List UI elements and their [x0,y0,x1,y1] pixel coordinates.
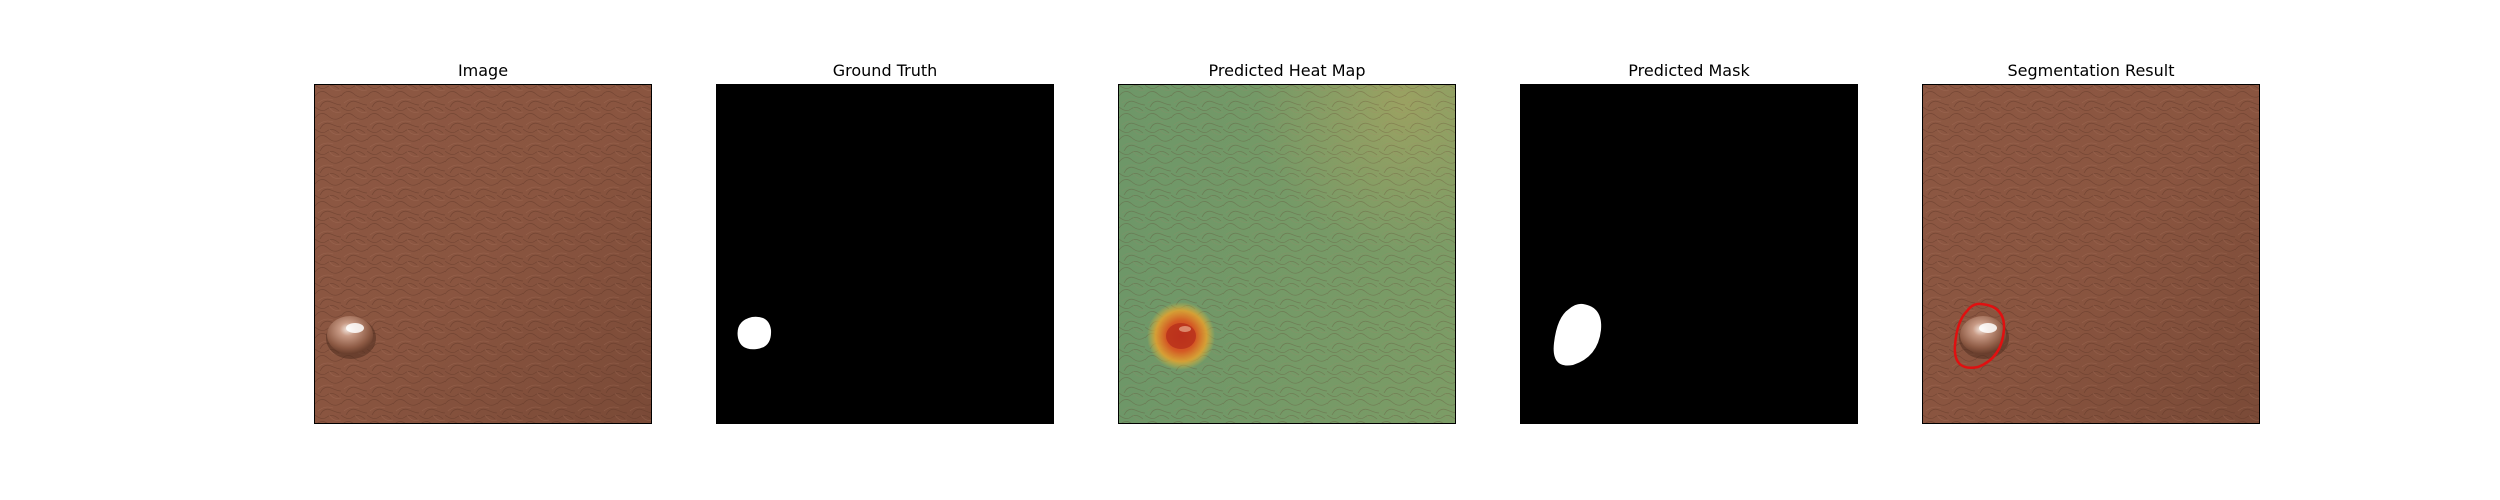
image-frame [314,84,652,424]
ground-truth-mask [717,85,1053,423]
panel-image: Image [314,58,652,424]
segmentation-contour [1953,302,2006,369]
panel-title: Segmentation Result [2007,61,2175,80]
panel-ground-truth: Ground Truth [716,58,1054,424]
panel-title: Predicted Mask [1628,61,1750,80]
panel-title: Predicted Heat Map [1208,61,1366,80]
segmentation-frame [1922,84,2260,424]
panel-title: Image [457,61,509,80]
predicted-blob [1553,303,1602,366]
ground-truth-blob [737,316,772,350]
panel-title: Ground Truth [832,61,938,80]
droplet-defect [327,316,373,354]
ground-truth-frame [716,84,1054,424]
predicted-mask [1521,85,1857,423]
segmentation-image [1923,85,2259,423]
predicted-mask-frame [1520,84,1858,424]
heat-map-frame [1118,84,1456,424]
heat-map-image [1119,85,1455,423]
leather-image [315,85,651,423]
panel-predicted-mask: Predicted Mask [1520,58,1858,424]
panel-segmentation: Segmentation Result [1922,58,2260,424]
panel-heat-map: Predicted Heat Map [1118,58,1456,424]
